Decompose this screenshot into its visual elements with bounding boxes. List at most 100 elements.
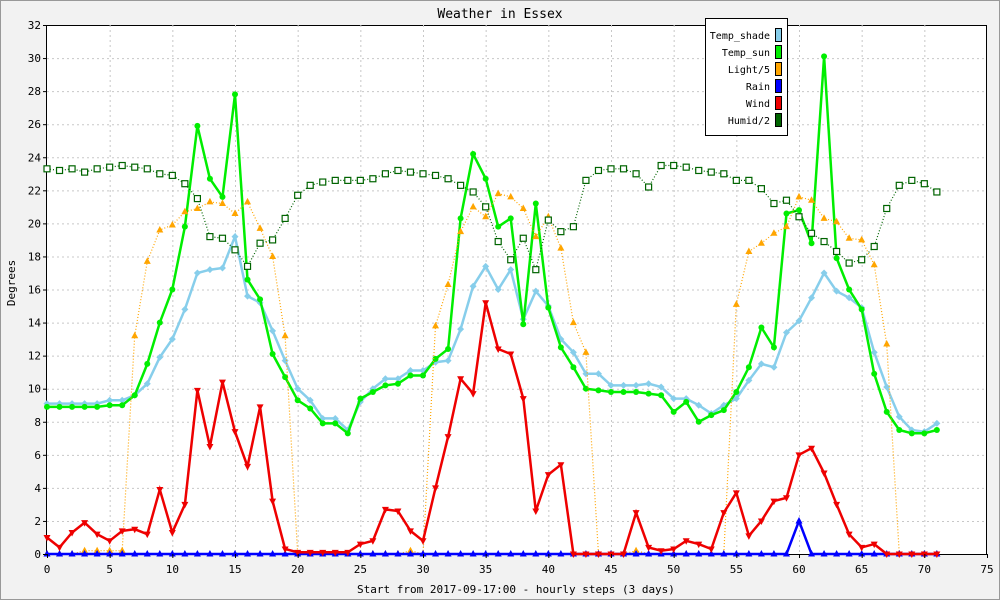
- legend-swatch: [775, 62, 782, 76]
- y-tick-label: 24: [28, 151, 42, 164]
- data-point: [381, 170, 389, 178]
- y-tick-label: 10: [28, 383, 41, 396]
- data-point: [206, 175, 213, 182]
- data-point: [720, 407, 727, 414]
- data-point: [833, 255, 840, 262]
- data-point: [820, 470, 828, 477]
- data-point: [106, 546, 114, 554]
- data-point: [858, 544, 866, 552]
- series-line: [47, 232, 938, 434]
- data-point: [670, 546, 678, 554]
- data-point: [68, 165, 76, 173]
- data-point: [168, 530, 176, 537]
- data-point: [381, 550, 389, 557]
- data-point: [519, 550, 527, 557]
- data-point: [131, 526, 139, 534]
- x-tick-label: 40: [542, 563, 555, 576]
- data-point: [870, 242, 878, 251]
- data-point: [482, 550, 490, 557]
- data-point: [118, 528, 126, 535]
- y-tick-label: 32: [28, 19, 41, 32]
- data-point: [595, 387, 602, 394]
- data-point: [619, 165, 628, 173]
- y-tick-label: 26: [28, 118, 41, 131]
- data-point: [231, 550, 239, 557]
- data-point: [808, 294, 816, 302]
- data-point: [858, 256, 866, 264]
- data-point: [507, 256, 515, 264]
- y-tick-label: 20: [28, 217, 41, 230]
- data-point: [445, 346, 452, 353]
- data-point: [808, 550, 816, 557]
- legend-swatch: [775, 45, 782, 59]
- data-point: [644, 183, 653, 191]
- data-point: [820, 550, 828, 557]
- data-point: [557, 244, 565, 251]
- data-point: [231, 246, 239, 254]
- data-point: [206, 233, 214, 241]
- x-tick-label: 5: [106, 563, 113, 576]
- data-point: [620, 388, 627, 395]
- data-point: [745, 376, 753, 384]
- data-point: [594, 166, 603, 175]
- data-point: [93, 165, 101, 173]
- x-tick-label: 70: [918, 563, 931, 576]
- data-point: [544, 472, 552, 479]
- data-point: [820, 269, 828, 277]
- data-point: [883, 551, 891, 558]
- data-point: [782, 550, 790, 557]
- legend-label: Humid/2: [728, 116, 770, 127]
- data-point: [633, 388, 640, 395]
- data-point: [168, 550, 176, 557]
- x-tick-label: 0: [44, 563, 51, 576]
- data-point: [257, 296, 264, 303]
- data-point: [93, 550, 101, 557]
- data-point: [269, 498, 277, 506]
- data-point: [406, 168, 415, 176]
- data-point: [883, 204, 891, 213]
- data-point: [732, 395, 740, 403]
- data-point: [319, 178, 327, 186]
- data-point: [544, 216, 552, 224]
- legend: Temp_shade Temp_sun Light/5 Rain Wind Humid/2: [705, 18, 788, 136]
- data-point: [607, 165, 615, 173]
- data-point: [582, 385, 589, 392]
- data-point: [168, 221, 176, 228]
- data-point: [93, 531, 101, 539]
- data-point: [720, 550, 728, 557]
- data-point: [682, 550, 690, 557]
- data-point: [845, 234, 853, 241]
- data-point: [369, 175, 377, 183]
- data-point: [156, 353, 164, 361]
- data-point: [143, 257, 151, 264]
- data-point: [56, 544, 64, 552]
- data-point: [808, 196, 816, 203]
- data-point: [194, 122, 201, 129]
- data-point: [269, 550, 277, 557]
- data-point: [808, 445, 816, 453]
- data-point: [519, 396, 527, 403]
- data-point: [732, 490, 740, 497]
- data-point: [168, 171, 176, 180]
- data-point: [331, 176, 339, 184]
- data-point: [218, 234, 227, 242]
- data-point: [795, 452, 803, 459]
- data-point: [306, 549, 314, 557]
- data-point: [782, 495, 790, 502]
- data-point: [482, 300, 490, 307]
- data-point: [770, 229, 778, 236]
- data-point: [156, 170, 164, 178]
- data-point: [43, 165, 51, 173]
- y-axis-label: Degrees: [5, 260, 18, 306]
- legend-swatch: [775, 96, 782, 110]
- data-point: [457, 227, 465, 235]
- data-point: [745, 533, 753, 540]
- data-point: [732, 550, 740, 557]
- data-point: [732, 300, 740, 307]
- data-point: [682, 163, 690, 171]
- data-point: [519, 204, 527, 211]
- data-point: [883, 408, 890, 415]
- data-point: [420, 372, 426, 379]
- data-point: [206, 266, 214, 274]
